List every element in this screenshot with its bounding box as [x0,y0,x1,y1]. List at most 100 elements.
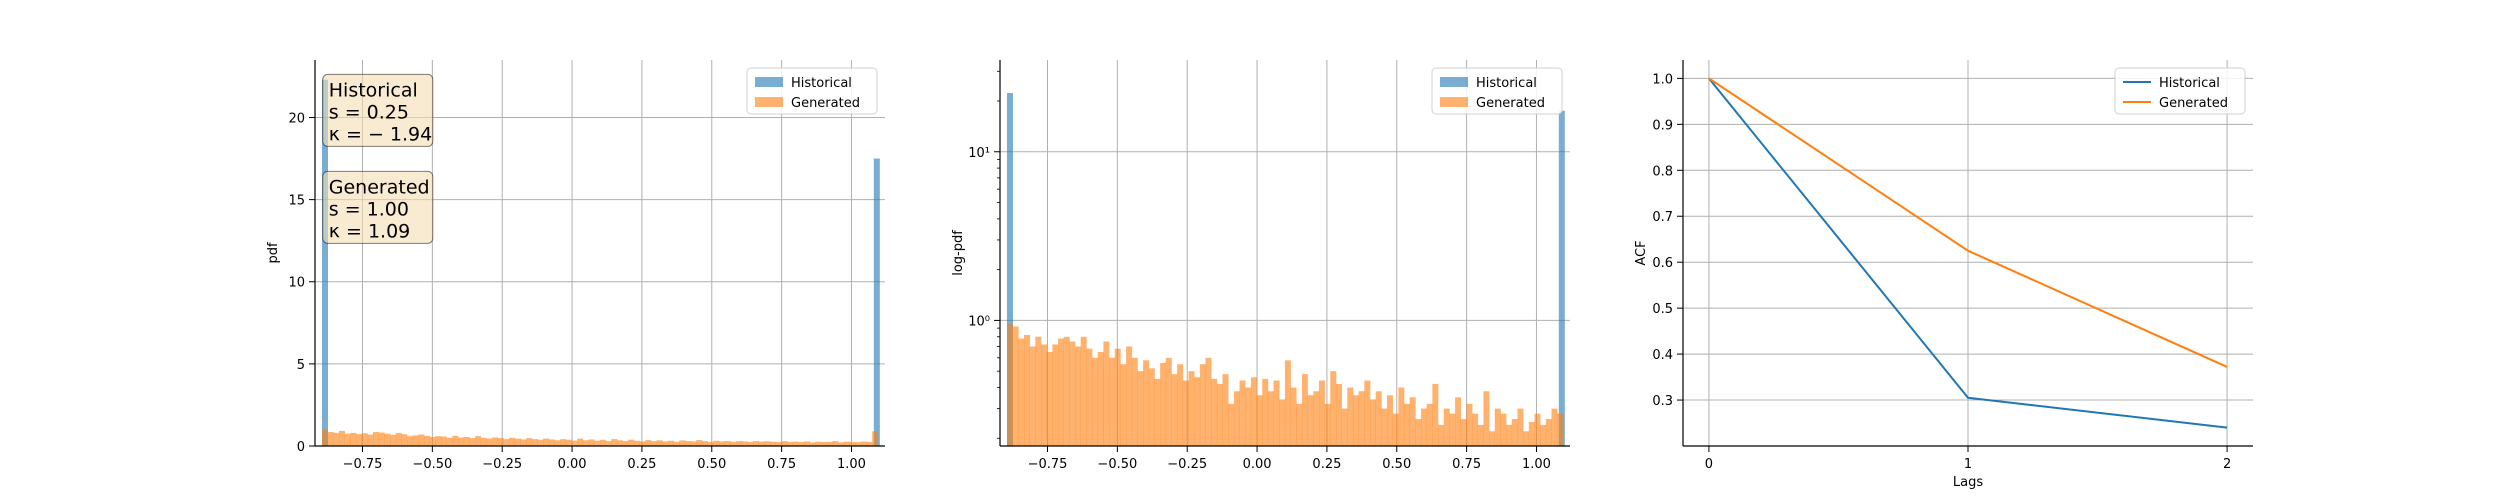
generated-bar [667,440,674,446]
x-tick-label: 0.00 [558,457,587,472]
generated-bar [373,432,380,446]
generated-bar [1369,399,1376,446]
y-tick-label: 0.8 [1652,164,1673,179]
generated-bar [764,441,771,446]
generated-bar [1006,324,1013,446]
legend-label-generated: Generated [1476,96,1545,111]
plot-area [1708,77,2228,429]
y-axis-label: pdf [266,242,281,264]
generated-bar [605,441,612,446]
y-tick-label: 0.3 [1652,394,1673,409]
generated-bar [407,436,414,446]
plot-area [321,79,880,446]
generated-bar [480,437,487,446]
generated-bar [531,439,538,446]
generated-bar [514,438,521,446]
generated-bar [429,436,436,446]
generated-bar [804,441,811,446]
generated-bar [1131,357,1138,446]
generated-bar [736,441,743,446]
generated-bar [1080,336,1087,446]
generated-bar [1335,383,1342,446]
generated-bar [599,439,606,446]
generated-bar [1307,395,1314,446]
generated-bar [1358,391,1365,446]
generated-bar [497,438,504,446]
generated-bar [1398,387,1405,446]
generated-bar [775,442,782,446]
generated-bar [616,440,623,446]
generated-bar [730,441,737,446]
y-tick-label: 0.6 [1652,256,1673,271]
y-tick-label: 10⁰ [968,314,990,329]
generated-bar [1324,403,1331,446]
generated-bar [1188,371,1195,446]
generated-bar [452,435,459,446]
generated-bar [1160,362,1167,446]
y-tick-label: 10 [288,276,305,291]
generated-bar [424,435,431,446]
generated-bar [1250,377,1257,446]
generated-bar [713,440,720,446]
generated-bar [1313,391,1320,446]
generated-bar [367,434,374,446]
generated-bar [702,441,708,446]
historical-bar [1006,93,1013,446]
generated-bar [1137,371,1144,446]
generated-bar [1347,387,1354,446]
generated-bar [1466,403,1473,446]
generated-bar [1387,395,1393,446]
generated-bar [441,436,448,446]
generated-bar [1449,413,1456,446]
legend-swatch-historical [1440,77,1468,87]
generated-bar [412,435,419,446]
generated-bar [1534,413,1541,446]
generated-bar [463,436,470,446]
generated-bar [588,439,595,446]
y-tick-label: 0.9 [1652,118,1673,133]
generated-bar [1046,351,1053,446]
generated-bar [787,441,794,446]
generated-bar [1058,338,1065,446]
generated-bar [673,441,680,446]
x-axis-label: Lags [1953,475,1983,490]
generated-bar [1290,387,1297,446]
generated-bar [809,442,816,446]
generated-bar [520,439,527,446]
generated-bar [1415,419,1422,446]
generated-bar [1392,413,1399,446]
generated-bar [475,436,482,446]
x-tick-label: 1.00 [1522,457,1551,472]
generated-bar [633,440,640,446]
legend: Historical Generated [746,67,878,115]
x-tick-label: 0.25 [1312,457,1341,472]
generated-bar [753,441,760,446]
generated-bar [1551,408,1558,446]
generated-bar [1477,424,1484,446]
stats-box-bg [322,73,434,147]
y-tick-label: 0.4 [1652,348,1673,363]
generated-bar [832,441,839,446]
generated-bar [577,438,584,446]
legend-label-generated: Generated [791,96,860,111]
generated-bar [798,442,805,446]
stats-box-line: κ = − 1.94 [329,123,432,145]
generated-bar [815,441,822,446]
generated-bar [855,442,862,446]
x-tick-label: −0.25 [482,457,522,472]
generated-bar [1097,351,1104,446]
legend-swatch-historical [755,77,783,87]
generated-bar [628,439,635,446]
generated-bar [395,432,402,446]
legend-swatch-generated [1440,97,1468,107]
x-tick-label: 0 [1705,457,1713,472]
legend-swatch-generated [755,97,783,107]
generated-bar [537,439,544,446]
generated-bar [1267,391,1274,446]
generated-bar [747,441,754,446]
generated-bar [650,441,657,446]
generated-bar [344,433,351,446]
generated-bar [1421,408,1428,446]
generated-bar [770,441,777,446]
legend: Historical Generated [2114,67,2246,115]
